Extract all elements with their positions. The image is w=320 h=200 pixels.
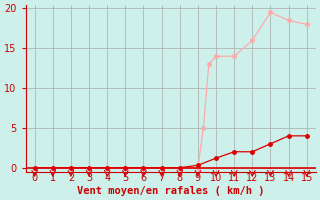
X-axis label: Vent moyen/en rafales ( km/h ): Vent moyen/en rafales ( km/h )	[77, 186, 264, 196]
